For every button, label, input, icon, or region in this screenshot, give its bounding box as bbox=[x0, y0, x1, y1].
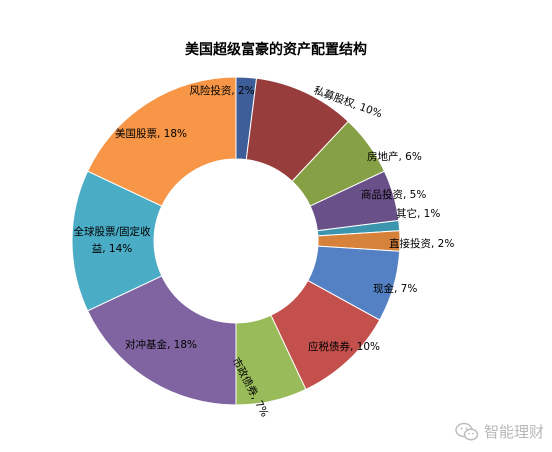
watermark-text: 智能理财 bbox=[483, 423, 544, 441]
slice-label-6: 直接投资, 2% bbox=[389, 237, 454, 250]
slice-12 bbox=[86, 76, 237, 207]
slice-label-3: 房地产, 6% bbox=[367, 150, 422, 163]
slice-label-1: 风险投资, 2% bbox=[189, 84, 254, 97]
slice-label-11: 全球股票/固定收益, 14% bbox=[73, 225, 151, 255]
slice-label-7: 现金, 7% bbox=[373, 282, 417, 295]
wechat-icon bbox=[455, 422, 479, 440]
slice-label-8: 应税债券, 10% bbox=[308, 340, 380, 353]
watermark: 智能理财 bbox=[455, 421, 544, 442]
slice-10 bbox=[86, 275, 237, 406]
slice-label-10: 对冲基金, 18% bbox=[125, 338, 197, 351]
slice-label-12: 美国股票, 18% bbox=[115, 127, 187, 140]
slices-group bbox=[71, 76, 401, 406]
chart-title: 美国超级富豪的资产配置结构 bbox=[185, 41, 367, 58]
slice-label-4: 商品投资, 5% bbox=[361, 188, 426, 201]
slice-label-5: 其它, 1% bbox=[396, 207, 440, 220]
